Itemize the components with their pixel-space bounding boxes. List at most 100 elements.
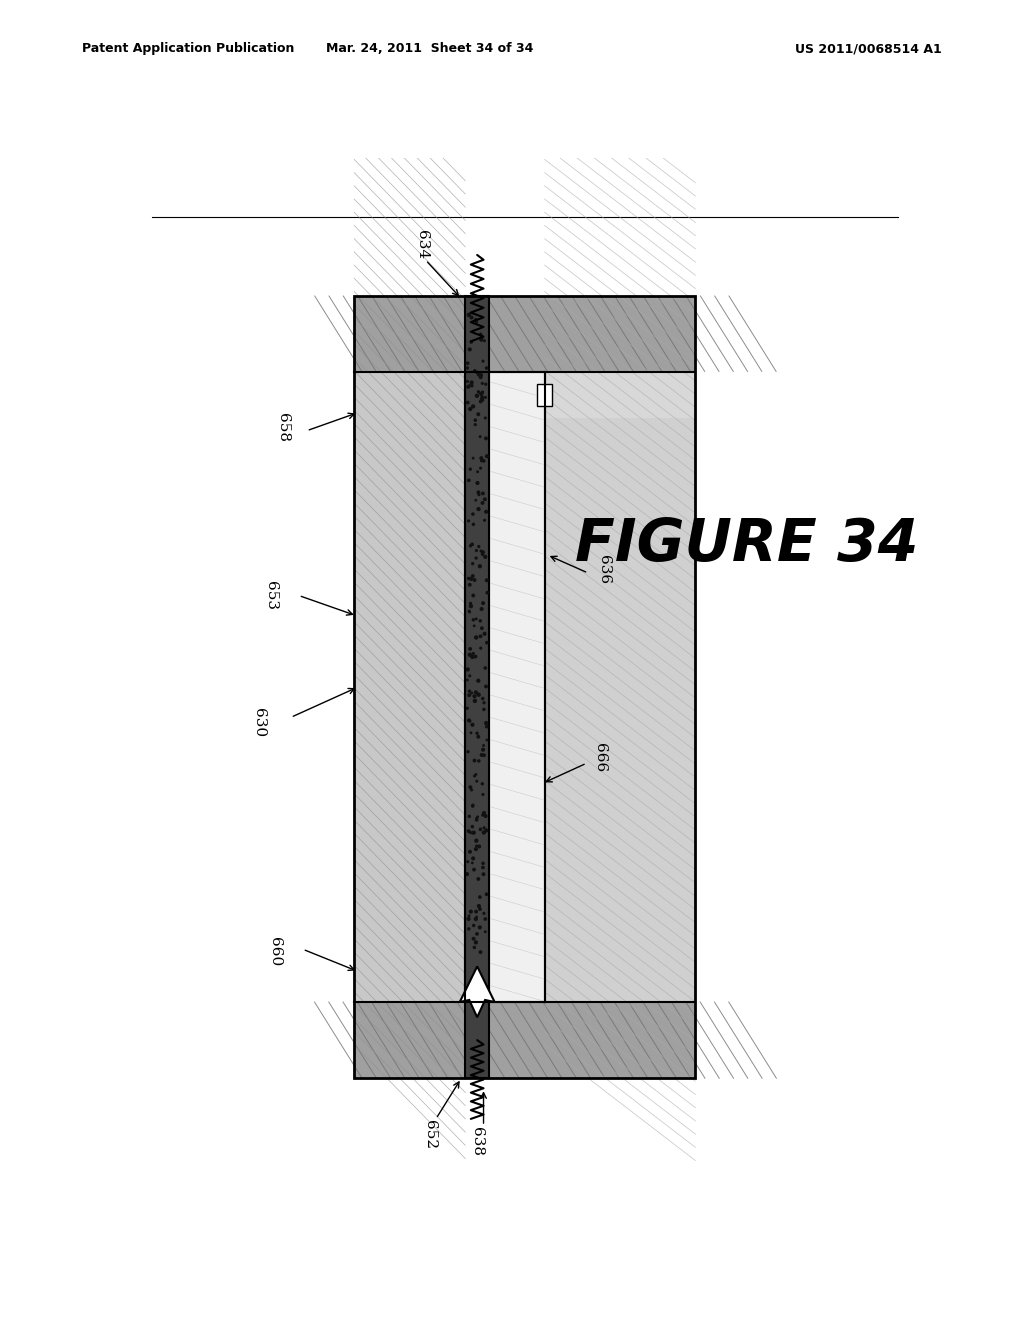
Point: [472, 323, 488, 345]
Point: [470, 499, 486, 520]
Bar: [489, 372, 695, 417]
Point: [470, 869, 486, 890]
Point: [466, 766, 482, 787]
Text: FIGURE 34: FIGURE 34: [575, 516, 919, 573]
Point: [464, 779, 480, 800]
Point: [478, 713, 495, 734]
Point: [461, 919, 477, 940]
Point: [466, 569, 482, 590]
Point: [463, 331, 479, 352]
Point: [478, 502, 495, 523]
Point: [478, 730, 495, 751]
Point: [469, 807, 485, 828]
Point: [472, 556, 488, 577]
Point: [472, 626, 488, 647]
Point: [459, 358, 475, 379]
Text: 638: 638: [470, 1127, 484, 1156]
Point: [461, 568, 477, 589]
Point: [477, 546, 494, 568]
Point: [460, 741, 476, 762]
Point: [474, 618, 490, 639]
Point: [475, 735, 492, 756]
Point: [473, 383, 489, 404]
Point: [462, 644, 478, 665]
Point: [476, 698, 493, 719]
Bar: [354, 296, 695, 1078]
Point: [468, 836, 484, 857]
Bar: [354, 296, 695, 372]
Point: [462, 375, 478, 396]
Point: [459, 669, 475, 690]
Point: [469, 385, 485, 407]
Point: [462, 535, 478, 556]
Point: [471, 381, 487, 403]
Point: [461, 821, 477, 842]
Point: [465, 565, 481, 586]
Point: [472, 818, 488, 840]
Point: [463, 595, 479, 616]
Point: [461, 908, 477, 929]
Point: [467, 360, 483, 381]
Point: [463, 722, 479, 743]
Point: [463, 569, 479, 590]
Point: [467, 645, 483, 667]
Text: US 2011/0068514 A1: US 2011/0068514 A1: [796, 42, 942, 55]
Point: [468, 907, 484, 928]
Point: [462, 665, 478, 686]
Point: [469, 461, 485, 482]
Point: [474, 774, 490, 795]
Point: [459, 698, 475, 719]
Point: [463, 308, 479, 329]
Point: [473, 447, 489, 469]
Point: [475, 739, 492, 760]
Point: [468, 838, 484, 859]
Point: [464, 853, 480, 874]
Point: [469, 362, 485, 383]
Point: [473, 327, 489, 348]
Point: [476, 623, 493, 644]
Point: [466, 937, 482, 958]
Point: [462, 639, 478, 660]
Point: [468, 548, 484, 569]
Point: [462, 776, 478, 797]
Point: [468, 932, 484, 953]
Point: [472, 458, 488, 479]
Point: [475, 784, 492, 805]
Point: [461, 305, 477, 326]
Point: [476, 330, 493, 351]
Point: [476, 822, 493, 843]
Point: [466, 859, 482, 880]
Bar: [465, 296, 489, 1078]
Point: [467, 414, 483, 436]
Point: [470, 364, 486, 385]
Point: [475, 857, 492, 878]
Point: [477, 657, 494, 678]
Point: [469, 473, 485, 494]
Point: [477, 921, 494, 942]
Point: [473, 450, 489, 471]
Point: [470, 726, 486, 747]
Point: [476, 803, 493, 824]
Bar: [538, 384, 552, 407]
Point: [467, 409, 483, 430]
Point: [464, 682, 480, 704]
Point: [472, 941, 488, 962]
Point: [474, 387, 490, 408]
Point: [472, 887, 488, 908]
Point: [478, 883, 495, 904]
Text: 666: 666: [593, 743, 607, 772]
Point: [477, 908, 494, 929]
Text: 630: 630: [252, 708, 266, 737]
Point: [460, 392, 476, 413]
Point: [479, 582, 496, 603]
Point: [477, 805, 494, 826]
Point: [468, 764, 484, 785]
Point: [465, 585, 481, 606]
Point: [474, 389, 490, 411]
Point: [461, 805, 477, 826]
Point: [473, 364, 489, 385]
Point: [478, 428, 495, 449]
Point: [470, 381, 486, 403]
Point: [477, 374, 494, 395]
Text: 652: 652: [423, 1119, 436, 1148]
